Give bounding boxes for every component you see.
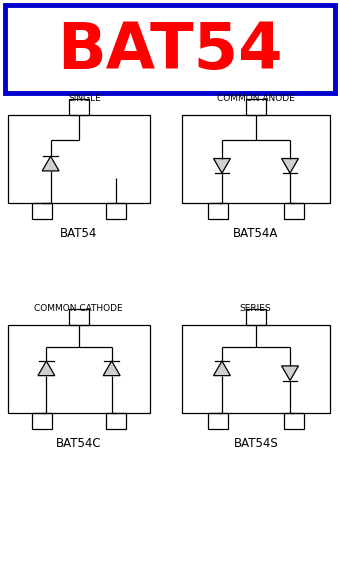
Bar [246,99,266,115]
Polygon shape [214,158,231,173]
Text: BAT54S: BAT54S [234,437,278,450]
Bar [5,5,335,93]
Bar [207,413,227,429]
Bar [285,413,305,429]
Bar [32,203,52,219]
Bar [182,325,330,413]
Bar [8,325,150,413]
Bar [285,203,305,219]
Bar [207,203,227,219]
Bar [182,115,330,203]
Polygon shape [214,361,231,376]
Text: SINGLE: SINGLE [69,94,101,103]
Bar [5,5,335,93]
Text: BAT54A: BAT54A [233,227,279,240]
Text: BAT54C: BAT54C [56,437,102,450]
Polygon shape [103,361,120,376]
Bar [32,413,52,429]
Text: BAT54: BAT54 [57,20,283,82]
Polygon shape [282,366,299,381]
Bar [106,203,126,219]
Bar [8,115,150,203]
Bar [246,309,266,325]
Text: SERIES: SERIES [239,304,271,313]
Bar [69,309,89,325]
Polygon shape [42,156,59,171]
Polygon shape [282,158,299,173]
Text: BAT54: BAT54 [60,227,98,240]
Polygon shape [38,361,55,376]
Bar [69,99,89,115]
Text: COMMON ANODE: COMMON ANODE [217,94,295,103]
Bar [106,413,126,429]
Text: COMMON CATHODE: COMMON CATHODE [34,304,122,313]
